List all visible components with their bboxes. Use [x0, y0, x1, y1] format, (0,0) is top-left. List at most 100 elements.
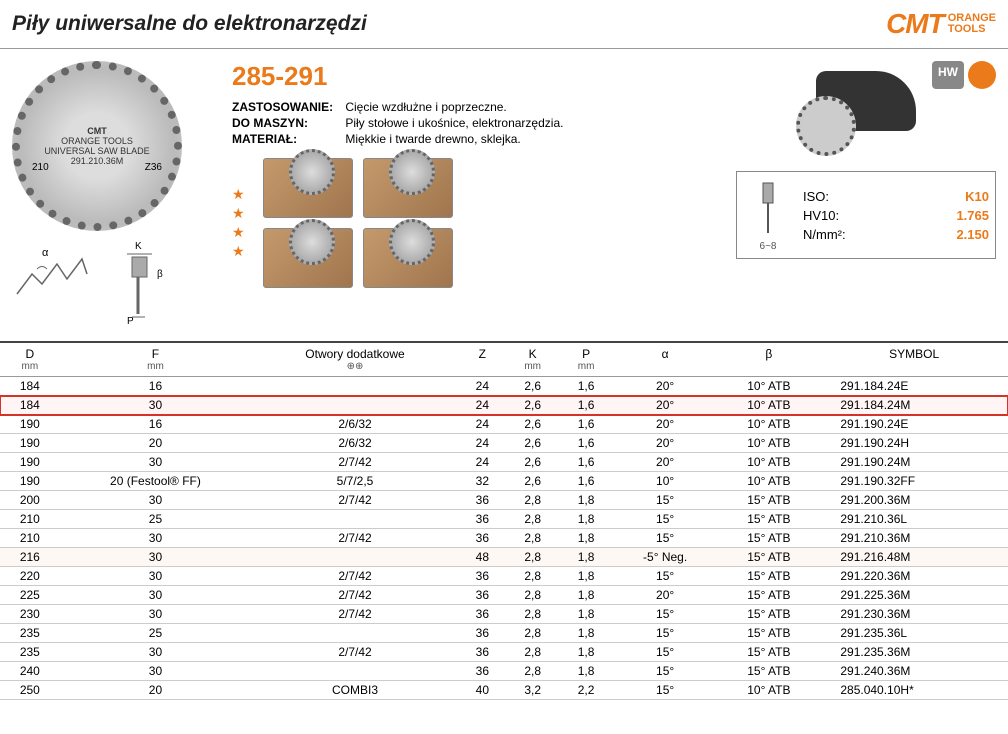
table-cell: 200: [0, 491, 60, 510]
iso-value: 1.765: [956, 208, 989, 223]
center-info: 285-291 ZASTOSOWANIE: Cięcie wzdłużne i …: [232, 61, 716, 329]
table-cell: 1,8: [559, 662, 612, 681]
table-cell: 291.184.24M: [820, 396, 1008, 415]
table-row: 18416242,61,620°10° ATB291.184.24E: [0, 377, 1008, 396]
table-cell: 220: [0, 567, 60, 586]
table-cell: 36: [459, 529, 506, 548]
table-cell: 291.190.24M: [820, 453, 1008, 472]
column-header: D: [0, 343, 60, 361]
column-header: Z: [459, 343, 506, 361]
table-row: 190162/6/32242,61,620°10° ATB291.190.24E: [0, 415, 1008, 434]
table-cell: 20°: [613, 415, 718, 434]
table-cell: 2,8: [506, 586, 559, 605]
table-cell: 210: [0, 529, 60, 548]
iso-spec-row: HV10: 1.765: [803, 206, 989, 225]
table-cell: 2/7/42: [251, 567, 458, 586]
angle-value: 6~8: [743, 241, 793, 252]
brand-logo: CMT ORANGE TOOLS: [886, 8, 996, 40]
iso-value: 2.150: [956, 227, 989, 242]
table-cell: 1,8: [559, 510, 612, 529]
column-unit: mm: [60, 361, 252, 377]
table-cell: 1,8: [559, 605, 612, 624]
right-info: HW 6~8 ISO:K10HV10:1.765N/mm²:2.150: [736, 61, 996, 329]
table-cell: 2,8: [506, 605, 559, 624]
table-cell: 48: [459, 548, 506, 567]
table-row: 25020COMBI3403,22,215°10° ATB285.040.10H…: [0, 681, 1008, 700]
wood-cut-diagram: [263, 158, 353, 218]
table-cell: [251, 510, 458, 529]
table-cell: 30: [60, 605, 252, 624]
table-cell: 24: [459, 415, 506, 434]
table-cell: 225: [0, 586, 60, 605]
table-cell: 1,8: [559, 529, 612, 548]
iso-label: HV10:: [803, 208, 839, 223]
table-cell: 36: [459, 510, 506, 529]
table-cell: 1,8: [559, 548, 612, 567]
header: Piły uniwersalne do elektronarzędzi CMT …: [0, 0, 1008, 49]
app-text: Cięcie wzdłużne i poprzeczne.: [345, 100, 506, 114]
star-icon: ★: [232, 186, 245, 203]
tooth-angle-diagram: 6~8: [743, 178, 793, 252]
table-cell: 2,6: [506, 434, 559, 453]
table-row: 24030362,81,815°15° ATB291.240.36M: [0, 662, 1008, 681]
table-cell: 10° ATB: [717, 396, 820, 415]
iso-label: N/mm²:: [803, 227, 846, 242]
table-cell: 2,8: [506, 491, 559, 510]
table-row: 235302/7/42362,81,815°15° ATB291.235.36M: [0, 643, 1008, 662]
table-body: 18416242,61,620°10° ATB291.184.24E184302…: [0, 377, 1008, 700]
table-cell: 15° ATB: [717, 510, 820, 529]
table-cell: 3,2: [506, 681, 559, 700]
table-cell: 1,6: [559, 453, 612, 472]
iso-specs: ISO:K10 HV10: 1.765 N/mm²: 2.150: [803, 187, 989, 244]
table-cell: 15° ATB: [717, 586, 820, 605]
blade-desc: UNIVERSAL SAW BLADE: [44, 146, 149, 156]
table-cell: 15° ATB: [717, 548, 820, 567]
column-unit: [820, 361, 1008, 377]
table-header-unit-row: mmmm⊕⊕mmmm: [0, 361, 1008, 377]
table-cell: 291.184.24E: [820, 377, 1008, 396]
table-cell: 36: [459, 491, 506, 510]
table-cell: 15°: [613, 529, 718, 548]
column-header: β: [717, 343, 820, 361]
table-cell: 15°: [613, 605, 718, 624]
table-cell: 1,6: [559, 377, 612, 396]
table-cell: 30: [60, 662, 252, 681]
blade-model: 291.210.36M: [71, 156, 124, 166]
table-cell: 240: [0, 662, 60, 681]
table-cell: 1,8: [559, 624, 612, 643]
table-cell: 20°: [613, 586, 718, 605]
table-cell: 20: [60, 434, 252, 453]
table-cell: 1,8: [559, 567, 612, 586]
table-cell: 184: [0, 377, 60, 396]
table-cell: 36: [459, 643, 506, 662]
iso-spec-row: ISO:K10: [803, 187, 989, 206]
table-cell: 235: [0, 643, 60, 662]
iso-spec-row: N/mm²: 2.150: [803, 225, 989, 244]
table-cell: 15° ATB: [717, 529, 820, 548]
table-cell: 5/7/2,5: [251, 472, 458, 491]
table-cell: 24: [459, 434, 506, 453]
table-row: 225302/7/42362,81,820°15° ATB291.225.36M: [0, 586, 1008, 605]
table-row: 230302/7/42362,81,815°15° ATB291.230.36M: [0, 605, 1008, 624]
table-cell: -5° Neg.: [613, 548, 718, 567]
table-cell: [251, 377, 458, 396]
column-unit: mm: [506, 361, 559, 377]
table-cell: 30: [60, 643, 252, 662]
table-cell: 30: [60, 453, 252, 472]
table-cell: 1,6: [559, 415, 612, 434]
table-cell: 16: [60, 415, 252, 434]
table-cell: 36: [459, 567, 506, 586]
star-icon: ★: [232, 243, 245, 260]
table-cell: 2/6/32: [251, 415, 458, 434]
table-cell: 285.040.10H*: [820, 681, 1008, 700]
table-cell: 1,8: [559, 643, 612, 662]
table-cell: 291.240.36M: [820, 662, 1008, 681]
table-cell: 2,6: [506, 415, 559, 434]
table-cell: 40: [459, 681, 506, 700]
column-header: F: [60, 343, 252, 361]
iso-spec-box: 6~8 ISO:K10 HV10: 1.765 N/mm²: 2.150: [736, 171, 996, 259]
mach-label: DO MASZYN:: [232, 116, 342, 130]
table-cell: 291.220.36M: [820, 567, 1008, 586]
svg-text:α: α: [42, 247, 49, 259]
page-title: Piły uniwersalne do elektronarzędzi: [12, 12, 367, 36]
